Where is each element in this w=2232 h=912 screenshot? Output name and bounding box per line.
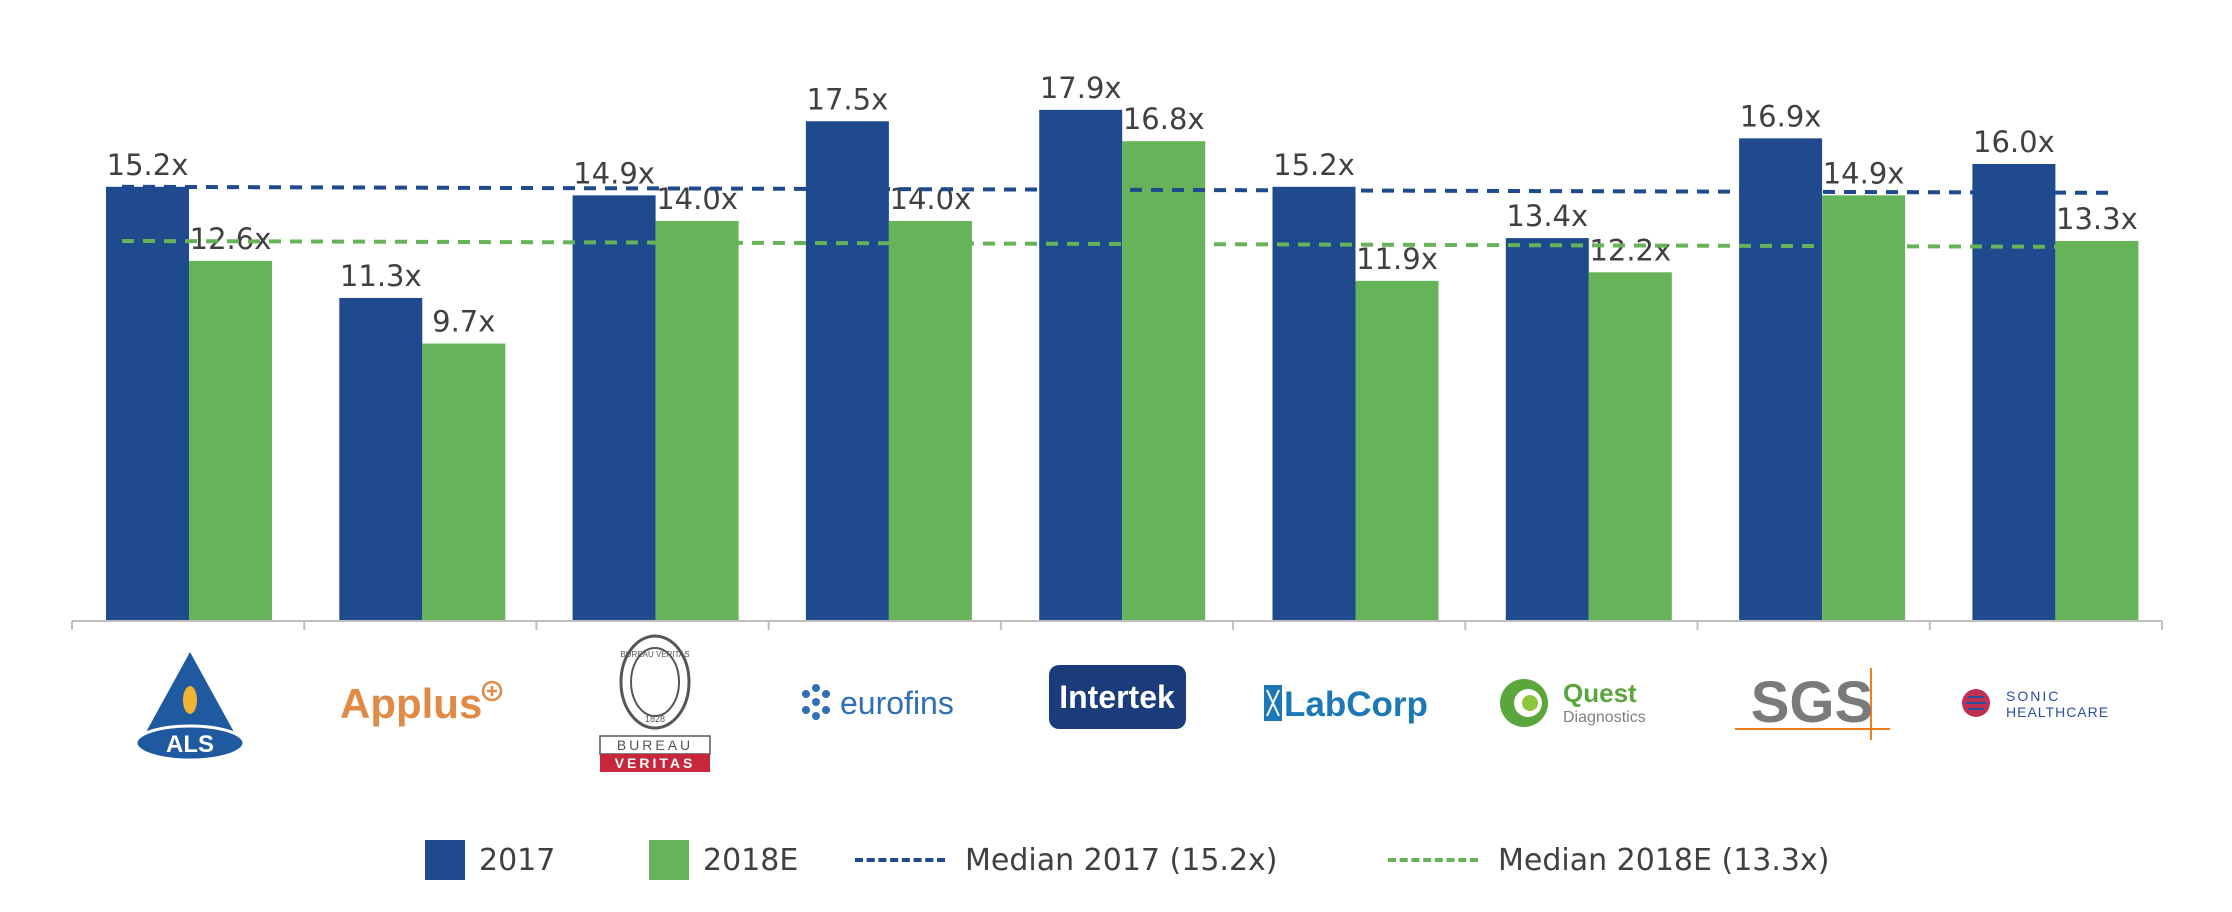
data-label-eurofins-2017: 17.5x [807, 82, 889, 116]
data-label-als-2017: 15.2x [107, 148, 189, 182]
legend-swatch-2017 [425, 840, 465, 880]
bv-ring-text: BUREAU VERITAS [620, 650, 689, 659]
applus-plus-icon [481, 680, 503, 702]
logo-sonic-healthcare: SONIC HEALTHCARE [1962, 688, 2109, 720]
bar-als-2018e [189, 260, 272, 620]
bv-year-text: 1828 [645, 714, 665, 724]
bar-labcorp-2018e [1355, 280, 1439, 620]
bar-eurofins-2017 [805, 121, 889, 620]
data-label-labcorp-2018e: 11.9x [1356, 242, 1438, 276]
data-label-quest-diagnostics-2018e: 12.2x [1589, 233, 1671, 267]
logo-als: ALS [134, 652, 246, 762]
bar-applus-2017 [339, 297, 423, 620]
logo-eurofins: eurofins [802, 684, 954, 721]
bar-quest-diagnostics-2017 [1505, 238, 1589, 620]
bar-quest-diagnostics-2018e [1588, 272, 1672, 620]
legend-label-median-2017: Median 2017 (15.2x) [965, 842, 1278, 878]
legend-item-median-2018e: Median 2018E (13.3x) [1388, 838, 1829, 882]
eurofins-dots-icon [802, 684, 830, 720]
applus-logo-text: Applus [340, 680, 482, 727]
data-label-sonic-healthcare-2018e: 13.3x [2056, 202, 2138, 236]
bv-bottom-band [600, 754, 710, 772]
bar-bureau-veritas-2017 [572, 195, 656, 620]
sgs-logo-text: SGS [1751, 670, 1874, 735]
bar-applus-2018e [422, 343, 506, 620]
applus-plus-sign-icon [487, 686, 497, 696]
sonic-globe-detail-icon [1966, 696, 1986, 710]
data-label-sonic-healthcare-2017: 16.0x [1973, 125, 2055, 159]
bar-sonic-healthcare-2018e [2055, 240, 2139, 620]
data-label-als-2018e: 12.6x [190, 222, 272, 256]
legend-label-median-2018e: Median 2018E (13.3x) [1498, 842, 1830, 878]
legend-label-2017: 2017 [479, 842, 556, 878]
data-label-quest-diagnostics-2017: 13.4x [1506, 199, 1588, 233]
quest-circle-core-icon [1522, 695, 1538, 711]
logo-quest-diagnostics: Quest Diagnostics [1500, 678, 1646, 727]
bar-intertek-2017 [1039, 109, 1123, 620]
logo-applus: Applus [340, 680, 503, 727]
data-label-applus-2018e: 9.7x [432, 305, 495, 339]
logo-labcorp: LabCorp [1264, 685, 1428, 724]
sonic-logo-subtext: HEALTHCARE [2006, 704, 2109, 720]
bar-sgs-2017 [1739, 138, 1823, 620]
legend-item-2017: 2017 [425, 838, 555, 882]
bar-sonic-healthcare-2017 [1972, 164, 2056, 620]
eurofins-logo-text: eurofins [840, 685, 954, 721]
bar-bureau-veritas-2018e [655, 221, 739, 620]
labcorp-mark-detail-icon [1266, 689, 1280, 717]
data-label-sgs-2017: 16.9x [1740, 99, 1822, 133]
data-label-intertek-2017: 17.9x [1040, 71, 1122, 105]
intertek-logo-text: Intertek [1059, 679, 1175, 715]
logo-intertek: Intertek [1049, 665, 1186, 729]
bar-intertek-2018e [1122, 141, 1206, 620]
legend-dash-median-2018e [1388, 858, 1478, 862]
data-label-labcorp-2017: 15.2x [1273, 148, 1355, 182]
intertek-badge [1049, 665, 1186, 729]
data-label-bureau-veritas-2017: 14.9x [573, 156, 655, 190]
als-oval-icon [134, 724, 246, 762]
legend-item-2018e: 2018E [649, 838, 798, 882]
bar-eurofins-2018e [888, 221, 972, 620]
legend-item-median-2017: Median 2017 (15.2x) [855, 838, 1278, 882]
bar-labcorp-2017 [1272, 186, 1356, 621]
data-label-sgs-2018e: 14.9x [1823, 156, 1905, 190]
legend-swatch-2018e [649, 840, 689, 880]
logo-sgs: SGS [1735, 668, 1890, 740]
legend: 2017 2018E Median 2017 (15.2x) Median 20… [0, 830, 2232, 890]
logo-bureau-veritas: BUREAU VERITAS 1828 BUREAU VERITAS [599, 634, 711, 772]
median-line-2017 [121, 184, 2113, 195]
x-axis-ticks [71, 621, 2163, 630]
median-lines-group [121, 184, 2113, 249]
als-flame-icon [183, 686, 197, 714]
median-line-2018e [121, 238, 2113, 249]
als-logo-text: ALS [166, 731, 214, 758]
data-label-eurofins-2018e: 14.0x [890, 182, 972, 216]
labcorp-logo-text: LabCorp [1284, 685, 1428, 724]
data-label-applus-2017: 11.3x [340, 259, 422, 293]
legend-label-2018e: 2018E [703, 842, 799, 878]
bv-top-text: BUREAU [617, 737, 693, 753]
bar-als-2017 [106, 186, 189, 621]
quest-logo-text: Quest [1563, 678, 1637, 708]
bv-seal-inner-icon [630, 647, 680, 717]
quest-logo-subtext: Diagnostics [1563, 709, 1646, 726]
bv-bottom-text: VERITAS [615, 755, 696, 771]
legend-dash-median-2017 [855, 858, 945, 862]
sonic-logo-text: SONIC [2006, 688, 2060, 704]
bars-group [106, 109, 2139, 621]
bar-sgs-2018e [1822, 195, 1906, 620]
bar-chart: 15.2x12.6x11.3x9.7x14.9x14.0x17.5x14.0x1… [71, 71, 2163, 772]
data-label-intertek-2018e: 16.8x [1123, 102, 1205, 136]
